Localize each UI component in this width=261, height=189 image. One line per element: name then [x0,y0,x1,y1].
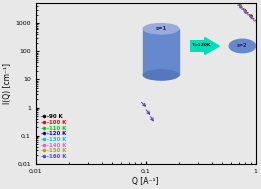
X-axis label: Q [A⁻¹]: Q [A⁻¹] [132,177,159,186]
Y-axis label: I(Q) [cm⁻¹]: I(Q) [cm⁻¹] [3,63,13,104]
Legend: 90 K, 100 K, 110 K, 120 K, 130 K, 140 K, 150 K, 160 K: 90 K, 100 K, 110 K, 120 K, 130 K, 140 K,… [41,114,68,160]
